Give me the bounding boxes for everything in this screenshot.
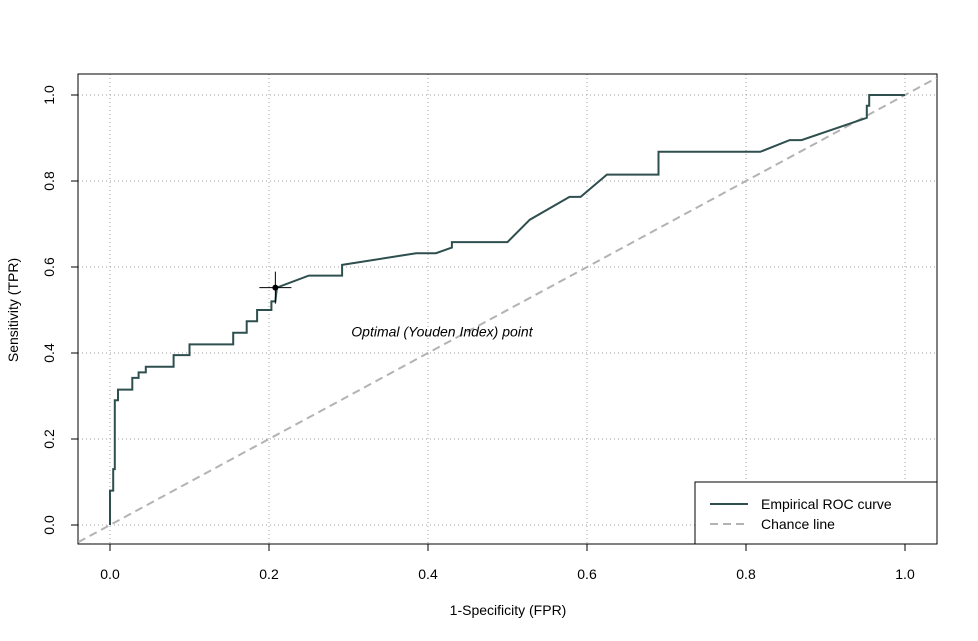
x-tick-label: 1.0 bbox=[895, 566, 915, 582]
x-tick-label: 0.2 bbox=[259, 566, 279, 582]
plot-frame bbox=[77, 73, 938, 545]
series-layer bbox=[78, 76, 937, 544]
y-tick-label: 0.8 bbox=[41, 171, 57, 191]
x-tick-label: 0.6 bbox=[577, 566, 597, 582]
x-tick-label: 0.8 bbox=[736, 566, 756, 582]
y-axis-title: Sensitivity (TPR) bbox=[5, 258, 21, 362]
annotation-layer: Optimal (Youden Index) point bbox=[351, 324, 533, 340]
optimal-point-layer bbox=[259, 271, 292, 304]
y-axis: 0.0 0.2 0.4 0.6 0.8 1.0 bbox=[41, 85, 78, 535]
legend: Empirical ROC curve Chance line bbox=[694, 481, 938, 545]
legend-label: Empirical ROC curve bbox=[761, 496, 892, 512]
y-tick-label: 0.0 bbox=[41, 515, 57, 535]
roc-curve-line bbox=[109, 94, 905, 525]
optimal-point-annotation: Optimal (Youden Index) point bbox=[351, 324, 533, 340]
x-tick-label: 0.4 bbox=[418, 566, 438, 582]
y-tick-label: 1.0 bbox=[41, 85, 57, 105]
chance-line bbox=[78, 76, 937, 544]
y-tick-label: 0.6 bbox=[41, 257, 57, 277]
optimal-point-marker bbox=[272, 284, 279, 291]
x-axis-title: 1-Specificity (FPR) bbox=[450, 602, 567, 618]
x-axis: 0.0 0.2 0.4 0.6 0.8 1.0 bbox=[100, 544, 915, 582]
x-tick-label: 0.0 bbox=[100, 566, 120, 582]
legend-label: Chance line bbox=[761, 516, 835, 532]
legend-box bbox=[694, 481, 938, 545]
y-tick-label: 0.4 bbox=[41, 343, 57, 363]
y-tick-label: 0.2 bbox=[41, 429, 57, 449]
